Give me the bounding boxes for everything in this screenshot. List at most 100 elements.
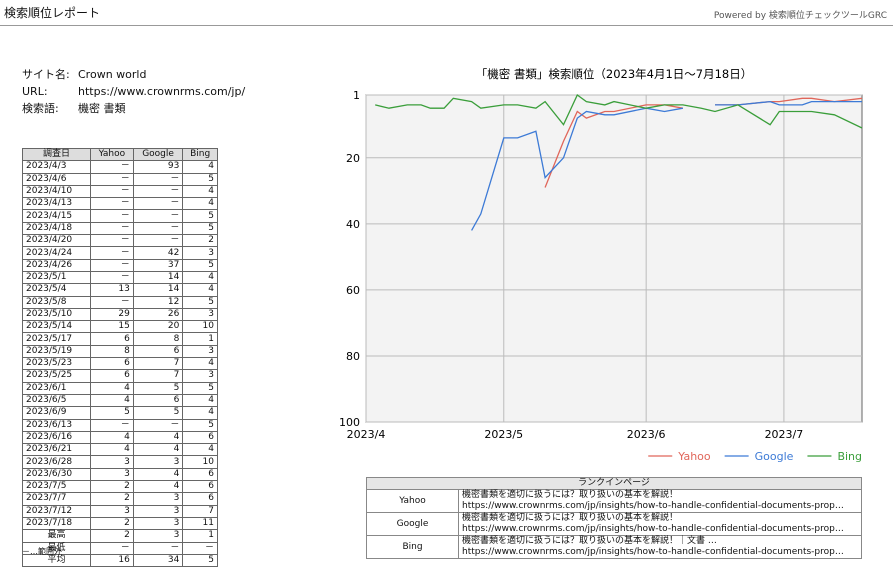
info-row: サイト名: Crown world [22,66,245,83]
cell: － [132,209,184,223]
cell: 16 [89,553,134,568]
cell: 1 [182,529,218,543]
row: 2023/4/6 －－ 5 [22,172,218,186]
cell: 2 [89,516,134,531]
row: 2023/6/30 3 4 6 [22,467,218,482]
cell: 2023/4/13 [22,197,91,211]
cell: 4 [182,393,218,408]
cell: 7 [182,504,218,518]
cell: 2023/4/18 [22,221,91,236]
page: 機密書類を適切に扱うには？取り扱いの基本を解説！｜文書 … https://www… [458,535,862,559]
page-url: https://www.crownrms.com/jp/insights/how… [462,501,844,511]
cell: 5 [182,418,218,432]
x-tick-label: 2023/5 [484,428,523,441]
info-value: 機密 書類 [78,102,126,115]
cell: 2 [89,529,134,543]
column-header: Google [132,147,184,162]
series-line [375,94,863,129]
info-value: https://www.crownrms.com/jp/ [78,85,246,98]
engine: Bing [366,535,459,559]
cell: － [89,541,134,555]
cell: 5 [182,553,218,568]
cell: 4 [182,160,218,174]
row: 最高 2 3 1 [22,529,218,543]
row: 2023/7/12 3 3 7 [22,504,218,518]
cell: 2023/4/3 [22,160,91,174]
column-header: Bing [182,147,218,162]
row: 2023/5/4 13 14 4 [22,283,218,297]
powered-by: Powered by 検索順位チェックツールGRC [713,11,887,21]
table-note: －…範囲外 [22,547,62,556]
header-row: 調査日 Yahoo Google Bing [22,147,218,162]
info-label: 検索語: [22,102,59,115]
series-line [471,100,862,231]
plot-area [365,94,863,423]
cell: 2023/7/18 [22,516,91,531]
page-title: 機密書類を適切に扱うには？取り扱いの基本を解説！ [462,490,679,500]
cell: 2023/7/12 [22,504,91,518]
row: 2023/6/28 3 3 10 [22,455,218,469]
cell: 最高 [22,529,91,543]
row: 最低－－－ [22,541,218,555]
y-tick-label: 80 [346,350,360,363]
row: 2023/5/19 8 6 3 [22,344,218,359]
row: Google 機密書類を適切に扱うには？取り扱いの基本を解説！ https://ww… [366,512,862,536]
engine: Google [366,512,459,536]
info-row: URL: https://www.crownrms.com/jp/ [22,83,245,100]
row: 2023/4/20 －－ 2 [22,234,218,248]
info-value: Crown world [78,68,147,81]
y-tick-label: 20 [346,152,360,165]
cell: 93 [132,160,184,174]
row: 2023/4/18 －－ 5 [22,221,218,236]
cell: 5 [182,221,218,236]
cell: 4 [182,197,218,211]
legend-label: Google [755,450,794,463]
row: 2023/6/16 4 4 6 [22,430,218,445]
cell: 2023/4/10 [22,184,91,199]
column-header: 調査日 [22,147,91,162]
cell: 5 [182,172,218,186]
row: 2023/4/3 － 93 4 [22,160,218,174]
row: 2023/7/18 2 3 11 [22,516,218,531]
page-url: https://www.crownrms.com/jp/insights/how… [462,524,844,534]
cell: 平均 [22,553,91,568]
cell: 11 [182,516,218,531]
engine: Yahoo [366,489,459,513]
row: 2023/7/7 2 3 6 [22,492,218,506]
rankin-table: ランクインページ Yahoo 機密書類を適切に扱うには？取り扱いの基本を解説！ htt… [366,477,862,559]
row: 2023/5/17 6 8 1 [22,332,218,346]
cell: － [132,221,184,236]
info-label: URL: [22,85,48,98]
row: 2023/5/10 29 26 3 [22,307,218,322]
cell: － [89,221,134,236]
cell: 2 [182,234,218,248]
row: 2023/4/10 －－ 4 [22,184,218,199]
row: Yahoo 機密書類を適切に扱うには？取り扱いの基本を解説！ https://www… [366,489,862,513]
cell: － [132,172,184,186]
legend-label: Yahoo [677,450,711,463]
cell: 3 [132,516,184,531]
info-row: 検索語: 機密 書類 [22,100,245,117]
page: 機密書類を適切に扱うには？取り扱いの基本を解説！ https://www.crow… [458,489,862,513]
header-rule [0,25,893,26]
cell: － [89,197,134,211]
cell: 2023/4/20 [22,234,91,248]
cell: － [89,209,134,223]
cell: 3 [89,455,134,469]
page-url: https://www.crownrms.com/jp/insights/how… [462,547,844,557]
row: 2023/4/24 － 42 3 [22,246,218,260]
cell: － [132,541,184,555]
x-tick-label: 2023/6 [627,428,666,441]
row: 2023/6/9 5 5 4 [22,406,218,420]
rankin-title: ランクインページ [366,477,862,490]
row: 2023/4/26 － 37 5 [22,258,218,272]
page: 機密書類を適切に扱うには？取り扱いの基本を解説！ https://www.crow… [458,512,862,536]
chart-title: 「機密 書類」検索順位（2023年4月1日〜7月18日） [476,67,753,81]
y-tick-label: 1 [353,89,360,102]
cell: 5 [182,209,218,223]
y-tick-label: 40 [346,218,360,231]
row: 2023/4/13 －－ 4 [22,197,218,211]
row: 平均 16 34 5 [22,553,218,568]
